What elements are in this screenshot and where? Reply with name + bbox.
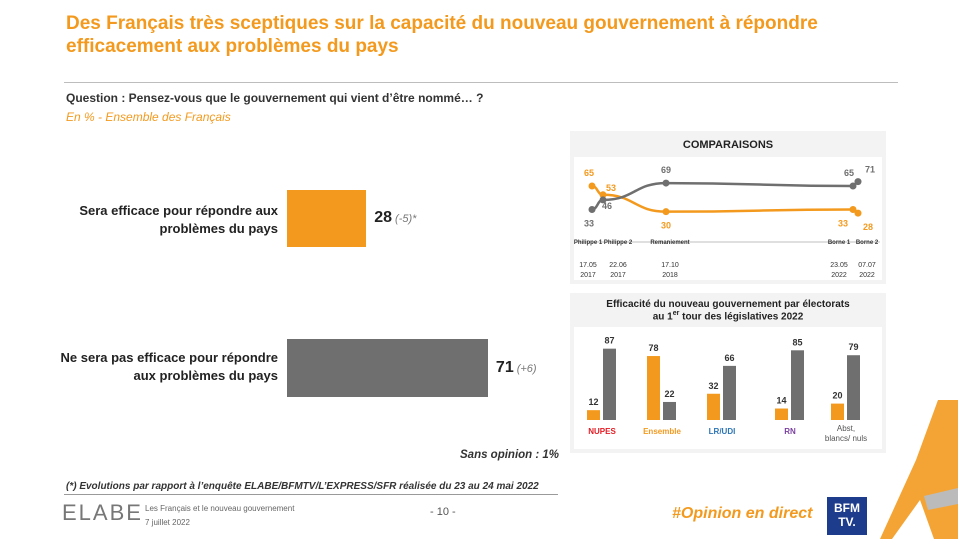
main-bar-value-efficace: 28 (-5)* — [374, 209, 416, 227]
comparisons-plot-area: 65 53 30 33 28 33 46 69 65 71 Philippe 1 17.05 2017 P… — [574, 157, 882, 280]
bar-value-label: 85 — [792, 337, 802, 347]
main-bar-value-number: 28 — [374, 209, 393, 226]
x-tick-date: 07.07 — [858, 262, 876, 269]
x-tick-year: 2017 — [610, 272, 626, 279]
data-label: 65 — [844, 168, 854, 178]
main-bar-value-number: 71 — [495, 359, 514, 376]
bar-pas-efficace — [723, 365, 736, 420]
opinion-hashtag: #Opinion en direct — [672, 505, 813, 522]
bar-value-label: 20 — [832, 391, 842, 401]
category-label: NUPES — [588, 427, 616, 436]
x-tick-date: 17.10 — [661, 262, 679, 269]
series-point — [588, 182, 596, 190]
electorats-title: Efficacité du nouveau gouvernement par é… — [606, 299, 850, 310]
series-point — [854, 178, 862, 186]
series-point — [854, 209, 862, 217]
x-tick-label: Philippe 2 — [604, 240, 633, 246]
bar-efficace — [831, 403, 844, 420]
bar-efficace — [587, 410, 600, 420]
bar-efficace — [775, 408, 788, 420]
main-bar-label-pas-efficace: Ne sera pas efficace pour répondre aux p… — [60, 350, 278, 383]
footer-divider — [64, 494, 558, 495]
x-tick-label: Borne 1 — [828, 240, 851, 246]
category-label-line1: Abst, — [837, 424, 855, 433]
elabe-decorative-a-icon — [880, 400, 958, 539]
bar-value-label: 32 — [708, 381, 718, 391]
data-label: 71 — [865, 165, 875, 175]
bar-pas-efficace — [663, 401, 676, 420]
data-label: 46 — [602, 201, 612, 211]
x-tick-date: 22.06 — [609, 262, 627, 269]
bar-pas-efficace — [791, 350, 804, 420]
page-title: Des Français très sceptiques sur la capa… — [66, 13, 818, 57]
no-opinion-note: Sans opinion : 1% — [460, 449, 560, 461]
x-tick-year: 2022 — [831, 272, 847, 279]
category-label: LR/UDI — [709, 427, 736, 436]
main-bar-efficace — [287, 190, 367, 247]
data-label: 69 — [661, 165, 671, 175]
series-point — [599, 196, 607, 204]
bar-value-label: 14 — [776, 396, 786, 406]
bar-pas-efficace — [847, 355, 860, 420]
bar-value-label: 12 — [588, 397, 598, 407]
series-line-pas-efficace — [591, 180, 859, 211]
series-point — [662, 208, 670, 216]
data-label: 33 — [584, 218, 594, 228]
category-label-line2: blancs/ nuls — [825, 434, 867, 443]
sample-subtitle: En % - Ensemble des Français — [66, 110, 231, 124]
series-point — [588, 205, 596, 213]
series-point — [849, 182, 857, 190]
x-tick-date: 17.05 — [579, 262, 597, 269]
main-bar-pas-efficace — [287, 339, 488, 397]
page-number: - 10 - — [430, 506, 456, 518]
data-label: 33 — [838, 218, 848, 228]
elabe-logo-text: ELABE — [62, 500, 143, 525]
electorats-subtitle: au 1er tour des législatives 2022 — [652, 310, 804, 323]
main-bar-value-pas-efficace: 71 (+6) — [496, 359, 537, 377]
question-text: Question : Pensez-vous que le gouverneme… — [66, 91, 484, 105]
data-label: 28 — [863, 222, 873, 232]
study-title: Les Français et le nouveau gouvernement — [145, 504, 295, 513]
series-point — [599, 191, 607, 199]
bfm-logo-top: BFM — [834, 501, 860, 515]
series-point — [849, 205, 857, 213]
bfm-logo-bottom: TV. — [838, 515, 856, 529]
bar-value-label: 22 — [664, 389, 674, 399]
comparisons-title: COMPARAISONS — [682, 139, 774, 151]
electorats-bar-chart: 12 87 NUPES 78 22 Ensemble 32 66 LR/UDI 14 85 RN 20 7… — [587, 336, 867, 443]
electorats-panel: Efficacité du nouveau gouvernement par é… — [570, 293, 886, 453]
bar-value-label: 78 — [648, 343, 658, 353]
main-bar-label-efficace: Sera efficace pour répondre aux problème… — [79, 203, 278, 236]
line-chart: 65 53 30 33 28 33 46 69 65 71 Philippe 1 17.05 2017 P… — [574, 165, 880, 279]
bar-value-label: 66 — [724, 353, 734, 363]
elabe-logo: ELABE — [62, 500, 143, 526]
study-date: 7 juillet 2022 — [145, 518, 190, 527]
main-bar-evolution: (+6) — [516, 363, 537, 375]
data-label: 65 — [584, 168, 594, 178]
x-tick-label: Borne 2 — [856, 240, 879, 246]
series-line-efficace — [591, 184, 859, 215]
bar-value-label: 79 — [848, 342, 858, 352]
data-label: 53 — [606, 183, 616, 193]
x-tick-label: Remaniement — [650, 240, 689, 246]
x-tick-label: Philippe 1 — [574, 240, 603, 246]
bfmtv-logo: BFM TV. — [827, 497, 867, 535]
category-label: RN — [784, 427, 796, 436]
bar-efficace — [707, 393, 720, 420]
data-label: 30 — [661, 221, 671, 231]
x-tick-year: 2017 — [580, 272, 596, 279]
category-label: Ensemble — [643, 427, 681, 436]
footnote: (*) Evolutions par rapport à l’enquête E… — [66, 481, 539, 492]
x-tick-year: 2022 — [859, 272, 875, 279]
x-tick-date: 23.05 — [830, 262, 848, 269]
bar-pas-efficace — [603, 348, 616, 420]
bar-value-label: 87 — [604, 336, 614, 346]
comparisons-panel: COMPARAISONS 65 53 30 33 28 33 46 69 65 71 Philipp… — [570, 131, 886, 284]
main-bar-evolution: (-5)* — [395, 213, 417, 225]
electorats-plot-area: 12 87 NUPES 78 22 Ensemble 32 66 LR/UDI 14 85 RN 20 7… — [574, 327, 882, 449]
title-divider — [64, 82, 898, 83]
x-tick-year: 2018 — [662, 272, 678, 279]
bar-efficace — [647, 356, 660, 420]
series-point — [662, 179, 670, 187]
